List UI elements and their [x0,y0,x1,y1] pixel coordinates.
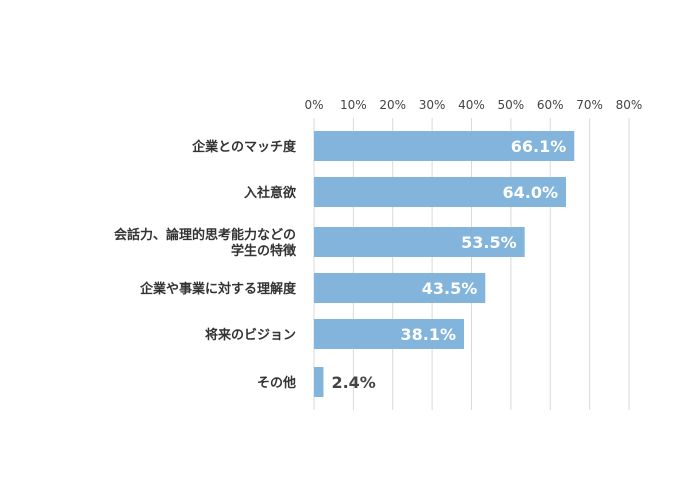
x-tick-label: 0% [304,98,323,112]
category-label: 将来のビジョン [205,327,296,343]
value-label: 53.5% [461,233,517,252]
value-label: 64.0% [502,183,558,202]
value-label: 66.1% [511,137,567,156]
bar [314,227,525,257]
bar [314,367,324,397]
bar [314,319,465,349]
value-label: 38.1% [401,325,457,344]
x-tick-label: 70% [576,98,603,112]
x-tick-label: 60% [537,98,564,112]
category-label: 会話力、論理的思考能力などの [114,227,296,243]
category-label: その他 [257,375,296,391]
x-tick-label: 20% [379,98,406,112]
category-label: 企業とのマッチ度 [191,139,297,155]
category-label: 学生の特徴 [231,243,297,259]
x-tick-label: 30% [419,98,446,112]
bar [314,131,575,161]
bar [314,177,566,207]
category-label: 入社意欲 [244,185,296,201]
x-tick-label: 40% [458,98,485,112]
x-tick-label: 50% [498,98,525,112]
value-label: 43.5% [422,279,478,298]
x-tick-label: 10% [340,98,367,112]
category-label: 企業や事業に対する理解度 [139,281,297,297]
bar [314,273,486,303]
x-tick-label: 80% [616,98,643,112]
value-label: 2.4% [331,373,375,392]
